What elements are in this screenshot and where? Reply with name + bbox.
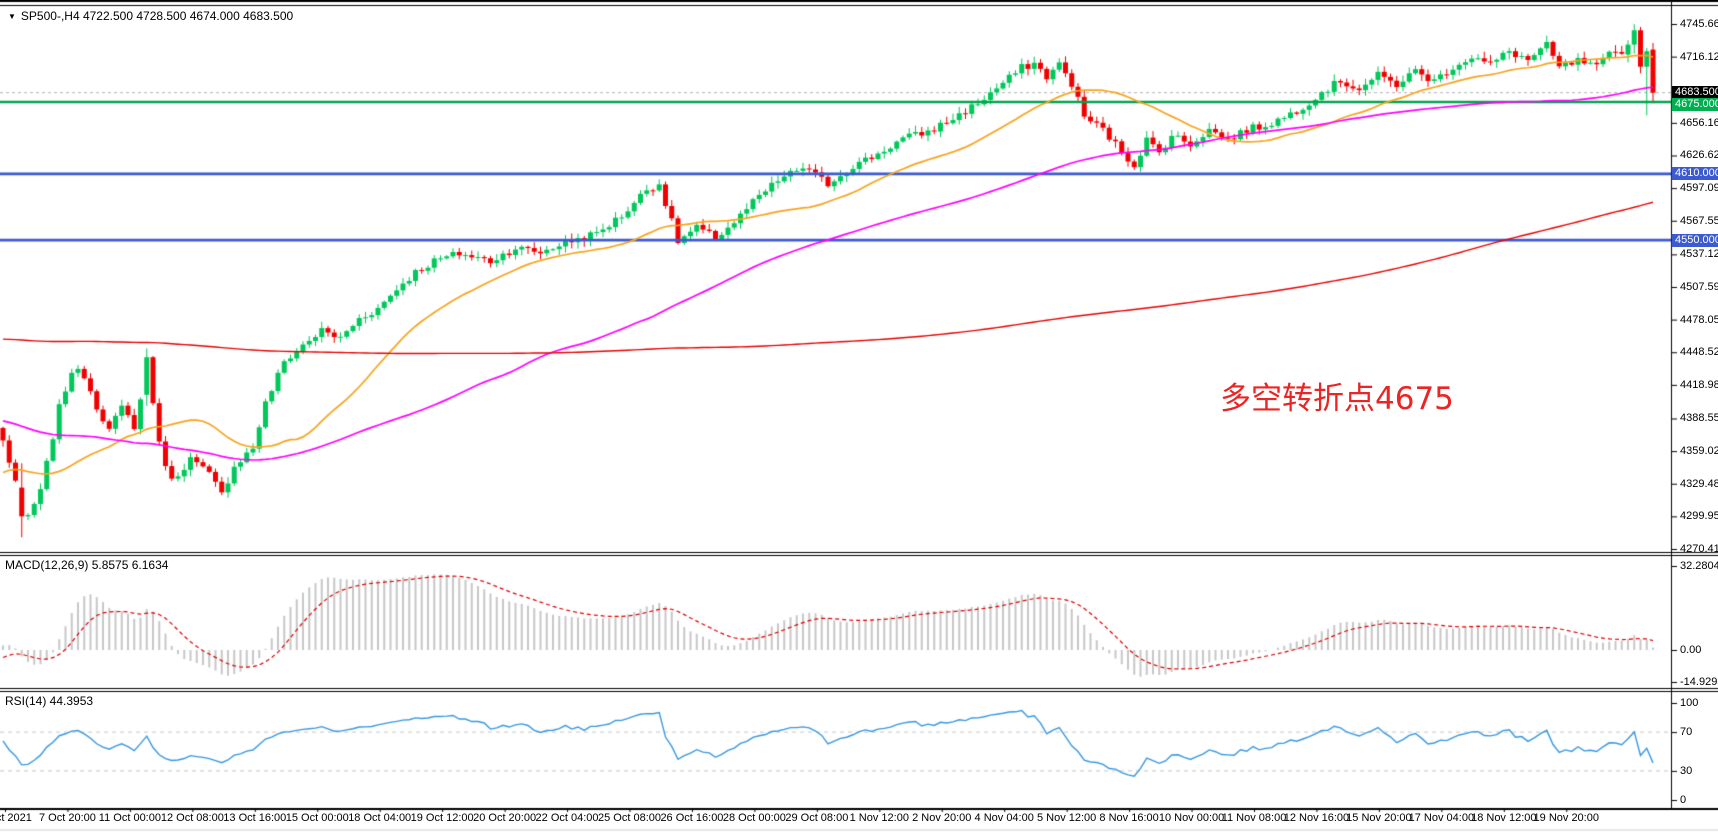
price-tick-label: 4656.160 (1680, 116, 1718, 129)
rsi-indicator-label: RSI(14) 44.3953 (5, 694, 94, 708)
macd-tick-label: 32.2804 (1680, 560, 1718, 572)
date-label: 7 Oct 20:00 (39, 812, 96, 824)
date-label: 5 Nov 12:00 (1036, 812, 1097, 824)
price-tick-label: 4329.485 (1680, 477, 1718, 490)
date-label: 29 Oct 08:00 (785, 812, 849, 824)
date-label: 28 Oct 00:00 (722, 812, 786, 824)
date-label: 4 Nov 04:00 (974, 812, 1034, 824)
price-tick-label: 4716.125 (1680, 50, 1718, 63)
date-label: 13 Oct 16:00 (223, 812, 287, 824)
date-label: 15 Nov 20:00 (1346, 812, 1412, 824)
date-label: 12 Oct 08:00 (160, 812, 224, 824)
chart-title-bar: ▼ SP500-,H4 4722.500 4728.500 4674.000 46… (8, 9, 293, 23)
hline-badge-4610[interactable]: 4610.000 (1672, 167, 1718, 181)
date-label: 5 Oct 2021 (0, 812, 32, 824)
date-label: 22 Oct 04:00 (535, 812, 599, 824)
last-price-badge: 4683.500 (1672, 86, 1718, 100)
date-label: 2 Nov 20:00 (912, 812, 972, 824)
macd-indicator-label: MACD(12,26,9) 5.8575 6.1634 (5, 558, 169, 572)
date-label: 26 Oct 16:00 (660, 812, 724, 824)
date-label: 18 Oct 04:00 (348, 812, 412, 824)
date-label: 18 Nov 12:00 (1471, 812, 1537, 824)
collapse-indicator-icon[interactable]: ▼ (8, 12, 16, 21)
price-tick-label: 4388.555 (1680, 412, 1718, 425)
date-label: 8 Nov 16:00 (1099, 812, 1159, 824)
macd-tick-label: -14.9293 (1680, 676, 1718, 688)
date-label: 10 Nov 00:00 (1158, 812, 1225, 824)
macd-tick-label: 0.00 (1680, 644, 1702, 656)
rsi-tick-label: 70 (1680, 726, 1693, 739)
price-tick-label: 4507.590 (1680, 280, 1718, 293)
hline-badge-4550[interactable]: 4550.000 (1672, 233, 1718, 247)
price-tick-label: 4626.625 (1680, 149, 1718, 162)
price-tick-label: 4448.520 (1680, 346, 1718, 359)
price-tick-label: 4745.660 (1680, 18, 1718, 30)
price-tick-label: 4597.090 (1680, 182, 1718, 195)
price-tick-label: 4478.055 (1680, 313, 1718, 326)
date-label: 11 Nov 08:00 (1221, 812, 1287, 824)
rsi-tick-label: 30 (1680, 764, 1693, 777)
date-label: 15 Oct 00:00 (285, 812, 349, 824)
rsi-tick-label: 0 (1680, 794, 1687, 806)
price-tick-label: 4270.415 (1680, 543, 1718, 555)
price-tick-label: 4359.020 (1680, 445, 1718, 458)
date-label: 17 Nov 04:00 (1408, 812, 1475, 824)
date-label: 19 Oct 12:00 (410, 812, 474, 824)
price-tick-label: 4537.125 (1680, 248, 1718, 261)
price-tick-label: 4567.555 (1680, 214, 1718, 227)
date-label: 1 Nov 12:00 (849, 812, 909, 824)
price-tick-label: 4299.950 (1680, 510, 1718, 523)
date-label: 11 Oct 00:00 (98, 812, 161, 824)
price-tick-label: 4418.985 (1680, 378, 1718, 391)
rsi-tick-label: 100 (1680, 697, 1699, 709)
date-label: 25 Oct 08:00 (598, 812, 661, 824)
date-label: 20 Oct 20:00 (473, 812, 537, 824)
symbol-timeframe-ohlc: SP500-,H4 4722.500 4728.500 4674.000 468… (20, 9, 294, 23)
date-label: 12 Nov 16:00 (1283, 812, 1350, 824)
date-label: 19 Nov 20:00 (1533, 812, 1599, 824)
price-annotation-text: 多空转折点4675 (1220, 381, 1454, 417)
hline-badge-4675[interactable]: 4675.000 (1672, 98, 1718, 112)
